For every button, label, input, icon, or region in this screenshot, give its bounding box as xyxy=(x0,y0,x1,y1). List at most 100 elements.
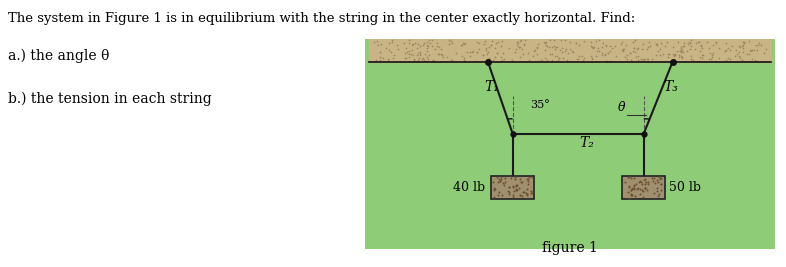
Point xyxy=(573,43,586,48)
Point xyxy=(488,46,501,50)
Point xyxy=(595,53,608,57)
Point xyxy=(648,181,661,186)
Point xyxy=(408,58,421,62)
Point xyxy=(648,176,661,180)
Point xyxy=(498,183,510,187)
Point xyxy=(455,43,468,48)
Bar xyxy=(491,175,534,199)
Point xyxy=(516,194,528,198)
Point xyxy=(496,39,509,43)
Point xyxy=(455,54,468,58)
Point xyxy=(653,175,666,179)
Point xyxy=(510,183,523,187)
Point xyxy=(625,193,637,197)
Point xyxy=(417,58,430,62)
Point xyxy=(719,48,732,53)
Point xyxy=(401,50,413,54)
Point xyxy=(637,57,650,62)
Point xyxy=(724,48,736,52)
Point xyxy=(722,46,735,50)
Point xyxy=(521,51,534,55)
Point xyxy=(693,49,706,53)
Point xyxy=(511,40,523,44)
Point xyxy=(446,41,458,45)
Point xyxy=(639,186,652,190)
Point xyxy=(380,46,392,50)
Point xyxy=(695,43,707,47)
Point xyxy=(662,52,674,56)
Point xyxy=(487,195,500,199)
Point xyxy=(487,180,500,184)
Point xyxy=(510,187,523,191)
Point xyxy=(674,49,687,53)
Point xyxy=(511,183,523,187)
Point xyxy=(507,184,520,188)
Point xyxy=(429,47,442,51)
Point xyxy=(516,52,529,57)
Point xyxy=(490,50,503,55)
Point xyxy=(634,192,647,197)
Point xyxy=(684,46,696,51)
Point xyxy=(525,191,538,195)
Point xyxy=(737,43,750,47)
Point xyxy=(733,45,746,50)
Point xyxy=(669,52,681,56)
Point xyxy=(473,41,486,46)
Point xyxy=(564,40,577,44)
Point xyxy=(545,45,558,49)
Point xyxy=(626,40,639,44)
Point xyxy=(521,182,534,186)
Point xyxy=(655,188,667,193)
Point xyxy=(464,49,476,54)
Point xyxy=(722,56,734,60)
Point xyxy=(437,55,450,59)
Text: T₂: T₂ xyxy=(579,136,594,150)
Point xyxy=(683,39,696,44)
Point xyxy=(505,175,518,180)
Point xyxy=(636,188,648,193)
Point xyxy=(634,57,647,61)
Point xyxy=(637,189,649,193)
Point xyxy=(751,59,763,63)
Point xyxy=(408,57,421,61)
Point xyxy=(534,58,547,62)
Point xyxy=(538,41,551,45)
Point xyxy=(747,48,760,52)
Point xyxy=(446,58,458,62)
Point xyxy=(663,52,675,56)
Point xyxy=(433,45,446,49)
Point xyxy=(683,41,696,45)
Point xyxy=(719,41,732,45)
Point xyxy=(746,48,758,52)
Point xyxy=(696,46,708,51)
Point xyxy=(623,184,636,189)
Point xyxy=(572,57,585,61)
Point xyxy=(417,43,430,48)
Point xyxy=(577,57,590,62)
Point xyxy=(489,55,501,59)
Point xyxy=(503,45,516,50)
Point xyxy=(521,192,534,196)
Point xyxy=(516,180,528,184)
Point xyxy=(592,46,604,50)
Point xyxy=(637,42,649,46)
Point xyxy=(642,180,655,184)
Point xyxy=(502,185,515,189)
Point xyxy=(483,45,495,49)
Point xyxy=(418,52,431,56)
Point xyxy=(539,43,552,47)
Point xyxy=(655,182,667,186)
Point xyxy=(514,45,527,49)
Point xyxy=(640,180,652,184)
Bar xyxy=(623,175,665,199)
Point xyxy=(710,40,722,44)
Point xyxy=(372,43,384,47)
Point xyxy=(628,176,641,180)
Point xyxy=(512,186,525,190)
Point xyxy=(615,47,628,52)
Point xyxy=(382,41,395,45)
Point xyxy=(696,53,709,57)
Point xyxy=(518,42,531,46)
Point xyxy=(523,58,535,62)
Point xyxy=(417,41,430,45)
